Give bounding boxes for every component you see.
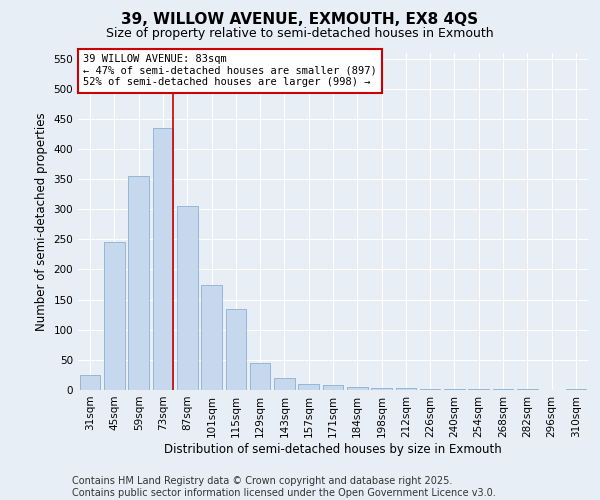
Bar [177,206,197,390]
Bar [323,385,343,390]
Bar [371,388,392,390]
Bar [420,389,440,390]
Text: 39 WILLOW AVENUE: 83sqm
← 47% of semi-detached houses are smaller (897)
52% of s: 39 WILLOW AVENUE: 83sqm ← 47% of semi-de… [83,54,377,88]
Bar [80,375,100,390]
Y-axis label: Number of semi-detached properties: Number of semi-detached properties [35,112,48,330]
X-axis label: Distribution of semi-detached houses by size in Exmouth: Distribution of semi-detached houses by … [164,442,502,456]
Bar [152,128,173,390]
Text: Contains HM Land Registry data © Crown copyright and database right 2025.
Contai: Contains HM Land Registry data © Crown c… [72,476,496,498]
Text: Size of property relative to semi-detached houses in Exmouth: Size of property relative to semi-detach… [106,28,494,40]
Bar [347,387,368,390]
Bar [444,389,465,390]
Bar [395,388,416,390]
Bar [104,242,125,390]
Bar [201,284,222,390]
Bar [250,363,271,390]
Bar [274,378,295,390]
Bar [226,308,246,390]
Bar [298,384,319,390]
Bar [128,176,149,390]
Text: 39, WILLOW AVENUE, EXMOUTH, EX8 4QS: 39, WILLOW AVENUE, EXMOUTH, EX8 4QS [121,12,479,28]
